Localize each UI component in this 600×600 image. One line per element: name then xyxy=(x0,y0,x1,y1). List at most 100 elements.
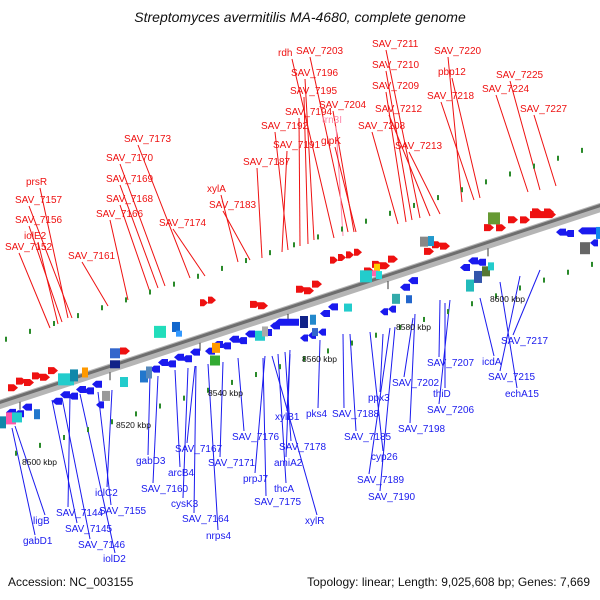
connector-line-top xyxy=(119,163,166,287)
gene-block xyxy=(312,328,318,337)
reverse-gene-arrow xyxy=(182,355,192,363)
track-tick xyxy=(77,313,79,319)
reverse-gene-arrow xyxy=(60,391,70,399)
gene-label-bottom: SAV_7189 xyxy=(357,475,405,486)
gene-label-bottom: SAV_7175 xyxy=(254,497,302,508)
gene-label-bottom: amiA2 xyxy=(274,458,303,469)
gene-label-top: SAV_7210 xyxy=(372,60,420,71)
connector-line-top xyxy=(109,219,129,301)
gene-block xyxy=(82,367,88,378)
connector-line-top xyxy=(18,252,51,329)
connector-line-bottom xyxy=(379,333,384,393)
track-tick xyxy=(101,305,103,311)
connector-line-bottom xyxy=(499,281,518,389)
track-tick xyxy=(231,379,233,385)
gene-label-top: SAV_7170 xyxy=(106,153,154,164)
track-tick xyxy=(269,250,271,256)
gene-label-bottom: SAV_7144 xyxy=(56,508,104,519)
track-tick xyxy=(207,387,209,393)
reverse-gene-arrow xyxy=(380,308,388,316)
gene-block xyxy=(372,270,378,277)
track-tick xyxy=(437,195,439,201)
reverse-gene-arrow xyxy=(76,385,86,393)
reverse-gene-arrow xyxy=(318,328,326,336)
connector-line-bottom xyxy=(61,397,91,540)
connector-line-bottom xyxy=(14,425,46,516)
connector-line-bottom xyxy=(479,297,495,357)
gene-label-bottom: SAV_7206 xyxy=(427,405,475,416)
gene-label-bottom: SAV_7190 xyxy=(368,492,416,503)
gene-block xyxy=(488,212,500,225)
reverse-gene-arrow xyxy=(190,348,200,356)
track-tick xyxy=(327,348,329,354)
forward-gene-arrow xyxy=(432,241,442,249)
reverse-gene-arrow xyxy=(556,228,566,236)
gene-block xyxy=(6,412,16,425)
track-tick xyxy=(447,309,449,315)
tick-label: 8520 kbp xyxy=(116,420,151,430)
connector-line-top xyxy=(28,205,73,319)
gene-block xyxy=(596,226,600,239)
connector-line-top xyxy=(303,96,309,245)
connector-line-bottom xyxy=(219,361,224,458)
track-tick xyxy=(135,411,137,417)
track-tick xyxy=(471,301,473,307)
gene-label-bottom: cyp26 xyxy=(371,452,398,463)
reverse-gene-arrow xyxy=(52,397,62,405)
gene-block xyxy=(360,270,372,283)
connector-line-bottom xyxy=(403,317,414,378)
connector-line-top xyxy=(388,114,431,217)
track-tick xyxy=(519,285,521,291)
track-tick xyxy=(351,340,353,346)
forward-gene-arrow xyxy=(250,300,260,308)
gene-block xyxy=(474,270,482,283)
gene-block xyxy=(374,263,380,274)
gene-block xyxy=(176,330,182,337)
gene-block xyxy=(34,409,40,420)
connector-line-top xyxy=(37,241,59,325)
track-tick xyxy=(413,202,415,208)
track-tick xyxy=(39,442,41,448)
gene-label-top: SAV_7203 xyxy=(296,46,344,57)
gene-label-top: iolE2 xyxy=(24,231,47,242)
gene-label-top: SAV_7192 xyxy=(261,121,309,132)
gene-label-bottom: iolD2 xyxy=(103,554,126,565)
reverse-gene-arrow xyxy=(320,309,330,317)
connector-line-top xyxy=(309,56,349,233)
gene-label-top: SAV_7152 xyxy=(5,242,53,253)
reverse-gene-arrow xyxy=(328,303,338,311)
gene-block xyxy=(428,236,434,247)
connector-line-bottom xyxy=(349,333,357,432)
forward-gene-arrow xyxy=(16,377,26,385)
connector-line-bottom xyxy=(271,355,318,516)
gene-label-bottom: SAV_7188 xyxy=(332,409,380,420)
gene-label-top: SAV_7212 xyxy=(375,104,423,115)
connector-line-bottom xyxy=(438,299,441,358)
connector-line-bottom xyxy=(11,427,36,536)
accession-text: Accession: NC_003155 xyxy=(8,575,134,589)
connector-line-bottom xyxy=(174,369,181,468)
connector-line-top xyxy=(220,194,239,263)
connector-line-top xyxy=(274,131,289,251)
gene-label-top: trn3I xyxy=(322,115,342,126)
connector-line-top xyxy=(440,101,475,201)
gene-block xyxy=(120,377,128,388)
reverse-gene-arrow xyxy=(174,353,184,361)
gene-label-bottom: SAV_7164 xyxy=(182,514,230,525)
tick-label: 8500 kbp xyxy=(22,457,57,467)
gene-label-bottom: echA15 xyxy=(505,389,539,400)
gene-block xyxy=(12,412,22,423)
gene-features xyxy=(0,188,600,429)
track-tick xyxy=(341,226,343,232)
gene-block xyxy=(488,262,494,271)
reverse-gene-arrow xyxy=(408,277,418,285)
gene-label-top: SAV_7156 xyxy=(15,215,63,226)
gene-block xyxy=(140,370,148,383)
gene-label-bottom: gabD1 xyxy=(23,536,53,547)
connector-line-bottom xyxy=(499,275,521,372)
gene-block xyxy=(212,342,220,353)
forward-gene-arrow xyxy=(208,296,216,304)
connector-line-top xyxy=(256,167,263,259)
gene-label-bottom: prpJ7 xyxy=(243,474,268,485)
track-tick xyxy=(557,155,559,161)
